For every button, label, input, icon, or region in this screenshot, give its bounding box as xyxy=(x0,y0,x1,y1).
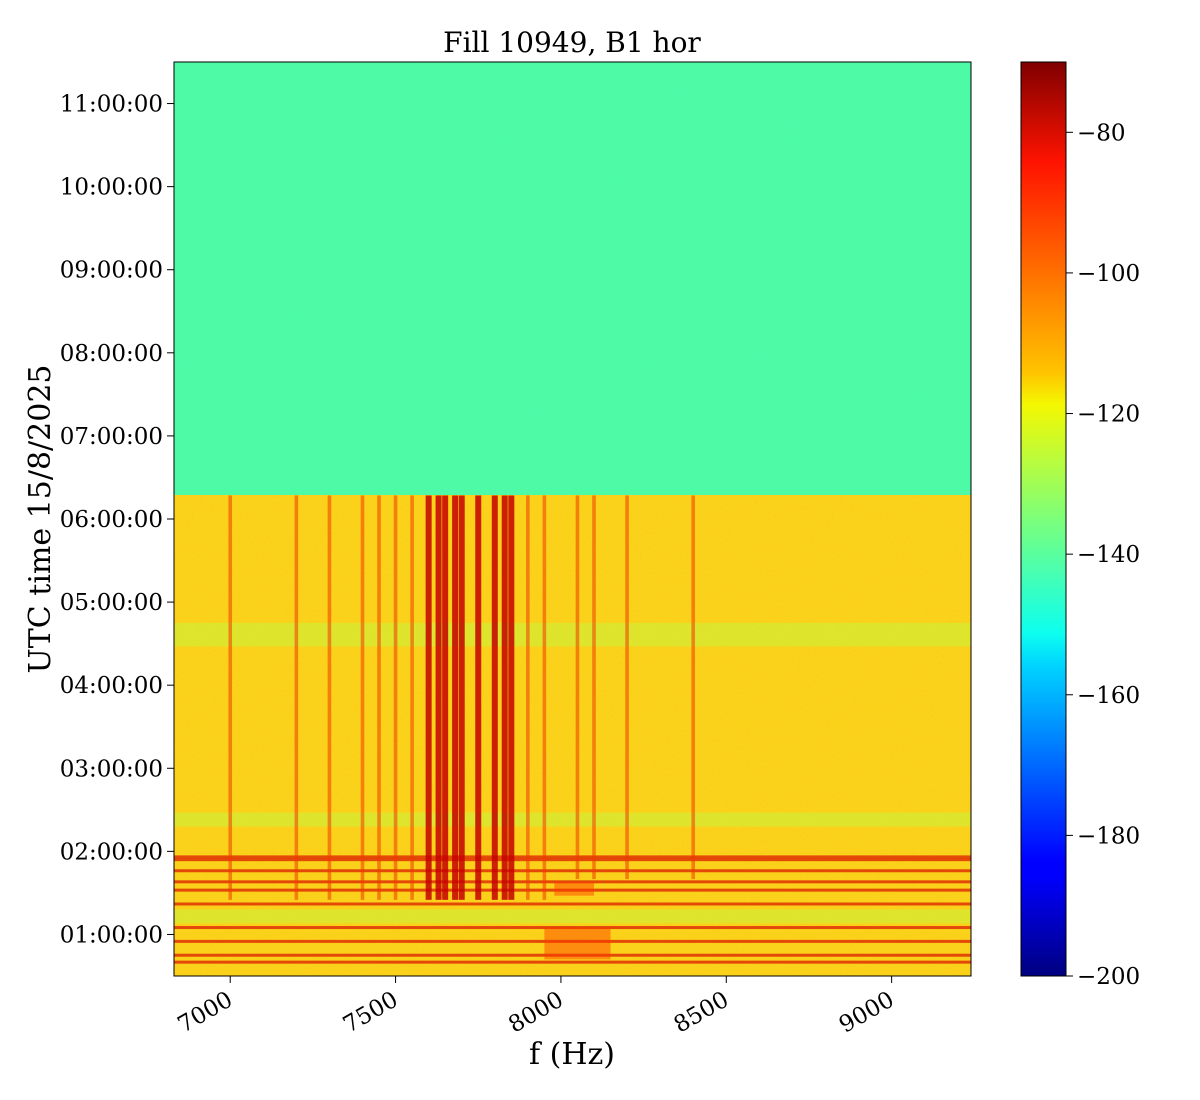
spectral-line xyxy=(458,495,465,900)
spectral-line xyxy=(410,495,414,900)
y-tick-label: 07:00:00 xyxy=(60,424,163,450)
spectral-line xyxy=(327,495,332,900)
spectral-line xyxy=(575,495,580,880)
spectral-lines xyxy=(228,495,696,960)
horizontal-band xyxy=(174,953,971,957)
horizontal-band xyxy=(174,939,971,943)
spectral-line xyxy=(542,495,547,900)
spectral-line xyxy=(452,495,459,900)
colorbar-tick-label: −200 xyxy=(1077,964,1140,990)
x-tick-label: 7000 xyxy=(174,987,238,1039)
y-tick-label: 09:00:00 xyxy=(60,258,163,284)
spectral-line xyxy=(393,495,398,900)
x-axis-ticks: 7000 7500 8000 8500 9000 xyxy=(174,976,899,1038)
x-tick-label: 8000 xyxy=(504,987,568,1039)
spectral-line xyxy=(425,495,432,900)
y-tick-label: 10:00:00 xyxy=(60,175,163,201)
chart-title: Fill 10949, B1 hor xyxy=(443,26,701,59)
spectral-line xyxy=(526,495,530,900)
spectral-line xyxy=(294,495,299,900)
x-tick-label: 8500 xyxy=(670,987,734,1039)
quiet-band xyxy=(174,812,971,827)
horizontal-band xyxy=(174,888,971,892)
colorbar-gradient xyxy=(1021,62,1066,976)
colorbar-tick-label: −80 xyxy=(1077,120,1126,146)
spectral-line xyxy=(691,495,696,880)
spectral-line xyxy=(592,495,596,880)
horizontal-band xyxy=(174,869,971,873)
y-tick-label: 11:00:00 xyxy=(60,92,163,118)
horizontal-band xyxy=(174,855,971,859)
horizontal-band xyxy=(174,902,971,906)
region-top-noise xyxy=(174,62,971,495)
spectral-line xyxy=(508,495,515,900)
horizontal-band xyxy=(174,880,971,884)
horizontal-bands xyxy=(174,622,971,964)
colorbar-tick-label: −100 xyxy=(1077,261,1140,287)
excitation-patch xyxy=(544,927,611,960)
y-tick-label: 06:00:00 xyxy=(60,507,163,533)
colorbar-tick-label: −180 xyxy=(1077,823,1140,849)
spectral-line xyxy=(491,495,498,900)
colorbar-tick-label: −120 xyxy=(1077,402,1140,428)
y-tick-label: 01:00:00 xyxy=(60,922,163,948)
plot-area xyxy=(174,62,971,976)
spectral-line xyxy=(435,495,442,900)
colorbar-frame xyxy=(1020,61,1067,977)
y-axis-label: UTC time 15/8/2025 xyxy=(23,365,58,674)
y-tick-label: 04:00:00 xyxy=(60,673,163,699)
y-axis-ticks: 01:00:00 02:00:00 03:00:00 04:00:00 05:00:00… xyxy=(60,92,174,948)
spectral-line xyxy=(377,495,381,900)
region-bottom-noise xyxy=(174,495,971,976)
colorbar-ticks: −80 −100 −120 −140 −160 −180 −200 xyxy=(1066,120,1140,990)
y-tick-label: 08:00:00 xyxy=(60,341,163,367)
y-tick-label: 02:00:00 xyxy=(60,839,163,865)
quiet-band xyxy=(174,909,971,924)
colorbar-tick-label: −160 xyxy=(1077,683,1140,709)
y-tick-label: 03:00:00 xyxy=(60,756,163,782)
quiet-band xyxy=(174,622,971,647)
x-tick-label: 7500 xyxy=(339,987,403,1039)
y-tick-label: 05:00:00 xyxy=(60,590,163,616)
horizontal-band xyxy=(174,858,971,862)
colorbar-tick-label: −140 xyxy=(1077,542,1140,568)
horizontal-band xyxy=(174,960,971,964)
spectral-line xyxy=(228,495,233,900)
spectral-line xyxy=(360,495,365,900)
colorbar: −80 −100 −120 −140 −160 −180 −200 xyxy=(1020,61,1140,990)
excitation-patch xyxy=(554,881,594,896)
horizontal-band xyxy=(174,926,971,930)
x-tick-label: 9000 xyxy=(835,987,899,1039)
spectral-line xyxy=(475,495,482,900)
spectral-line xyxy=(442,495,449,900)
spectral-line xyxy=(501,495,508,900)
spectral-line xyxy=(625,495,629,880)
x-axis-label: f (Hz) xyxy=(529,1037,615,1072)
